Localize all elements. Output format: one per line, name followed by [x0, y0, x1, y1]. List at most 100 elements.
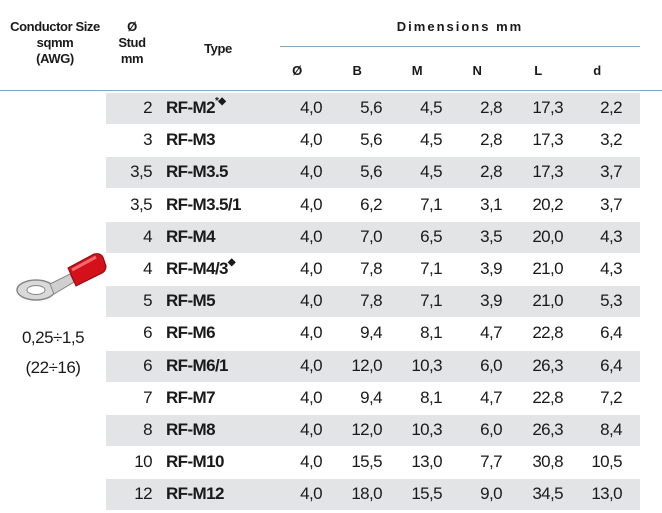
- dim-cell: 4,3: [600, 226, 622, 246]
- dimensions-header: Dimensions mm: [396, 19, 524, 34]
- table-row: 12 RF-M12 4,0 18,0 15,5 9,0 34,5 13,0: [106, 479, 640, 511]
- dim-cell: 4,7: [480, 387, 502, 407]
- dim-cell: 8,1: [420, 323, 442, 343]
- header-line: Ø: [127, 19, 137, 34]
- dim-cell: 7,1: [420, 291, 442, 311]
- dim-cell: 8,1: [420, 387, 442, 407]
- dim-cell: 13,0: [411, 452, 442, 472]
- dim-cell: 3,2: [600, 130, 622, 150]
- dim-cell: 9,0: [480, 484, 502, 504]
- header-line: sqmm: [36, 35, 74, 50]
- header-rule: [280, 46, 640, 47]
- dim-cell: 3,7: [600, 162, 622, 182]
- dim-cell: 4,3: [600, 259, 622, 278]
- dim-cell: 4,5: [420, 130, 442, 150]
- dim-cell: 12,0: [351, 355, 382, 375]
- dim-cell: 4,0: [300, 323, 322, 343]
- type-name: RF-M2: [166, 98, 216, 117]
- type-mark: *◆: [214, 96, 226, 108]
- type-cell: RF-M6: [166, 323, 216, 343]
- dim-cell: 4,0: [300, 452, 322, 472]
- type-cell: RF-M12: [166, 484, 224, 504]
- dim-cell: 3,9: [480, 259, 502, 278]
- range-cell: 0,25÷1,5 (22÷16): [0, 323, 106, 383]
- dim-cell: 13,0: [591, 484, 622, 504]
- type-name: RF-M8: [166, 420, 216, 439]
- dim-cell: 4,0: [300, 226, 322, 246]
- dim-cell: 9,4: [360, 323, 382, 343]
- stud-cell: 4: [143, 226, 152, 246]
- dim-cell: 6,2: [360, 194, 382, 214]
- stud-cell: 3,5: [130, 194, 152, 214]
- dim-cell: 4,0: [300, 355, 322, 375]
- dim-cell: 34,5: [532, 484, 563, 504]
- table-row: 6 RF-M6/1 4,0 12,0 10,3 6,0 26,3 6,4: [106, 350, 640, 382]
- table-row: 3 RF-M3 4,0 5,6 4,5 2,8 17,3 3,2: [106, 125, 640, 156]
- header-line: (AWG): [36, 51, 74, 66]
- type-cell: RF-M10: [166, 452, 224, 472]
- dim-cell: 4,0: [300, 162, 322, 182]
- dim-cell: 6,5: [420, 226, 442, 246]
- dim-cell: 7,0: [360, 226, 382, 246]
- ring-terminal-icon: [16, 253, 107, 301]
- dim-cell: 4,0: [300, 420, 322, 439]
- range-line: 0,25÷1,5: [21, 328, 85, 347]
- stud-cell: 5: [143, 291, 152, 311]
- dim-cell: 17,3: [532, 162, 563, 182]
- dim-cell: 4,5: [420, 162, 442, 182]
- dim-cell: 4,5: [420, 98, 442, 117]
- dim-cell: 10,5: [591, 452, 622, 472]
- type-cell: RF-M4: [166, 226, 216, 247]
- type-name: RF-M4/3: [166, 259, 229, 278]
- dim-header: B: [352, 63, 362, 78]
- dim-cell: 4,0: [300, 484, 322, 504]
- type-cell: RF-M3: [166, 130, 216, 150]
- type-name: RF-M4: [166, 226, 216, 246]
- dim-cell: 20,2: [532, 194, 563, 214]
- type-cell: RF-M6/1: [166, 356, 229, 376]
- stud-cell: 3: [143, 130, 152, 150]
- type-name: RF-M3: [166, 130, 216, 150]
- dim-header: M: [411, 63, 423, 78]
- stud-cell: 6: [143, 355, 152, 375]
- dim-cell: 7,8: [360, 291, 382, 311]
- stud-cell: 10: [134, 452, 152, 472]
- dim-cell: 2,8: [480, 130, 502, 150]
- table-row: 3,5 RF-M3.5 4,0 5,6 4,5 2,8 17,3 3,7: [106, 157, 640, 189]
- type-cell: RF-M2*◆: [166, 96, 226, 118]
- dim-cell: 6,4: [600, 323, 622, 343]
- dim-cell: 3,9: [480, 291, 502, 311]
- type-name: RF-M12: [166, 484, 224, 504]
- dim-cell: 4,0: [300, 194, 322, 214]
- table-row: 5 RF-M5 4,0 7,8 7,1 3,9 21,0 5,3: [106, 286, 640, 318]
- dim-cell: 5,6: [360, 98, 382, 117]
- type-name: RF-M7: [166, 387, 216, 407]
- type-name: RF-M5: [166, 291, 216, 311]
- dim-cell: 30,8: [532, 452, 563, 472]
- dim-cell: 7,1: [420, 194, 442, 214]
- table-row: 7 RF-M7 4,0 9,4 8,1 4,7 22,8 7,2: [106, 383, 640, 414]
- type-cell: RF-M3.5/1: [166, 195, 242, 215]
- dim-cell: 4,7: [480, 323, 502, 343]
- type-name: RF-M10: [166, 452, 224, 472]
- header-line: Conductor Size: [10, 19, 100, 34]
- dim-cell: 4,0: [300, 291, 322, 311]
- dim-cell: 17,3: [532, 130, 563, 150]
- dim-cell: 26,3: [532, 355, 563, 375]
- dim-cell: 6,0: [480, 420, 502, 439]
- stud-cell: 2: [143, 98, 152, 117]
- dim-cell: 4,0: [300, 130, 322, 150]
- header-rule: [0, 90, 662, 91]
- table-row: 2 RF-M2*◆ 4,0 5,6 4,5 2,8 17,3 2,2: [106, 93, 640, 124]
- type-name: RF-M3.5: [166, 162, 229, 182]
- dim-cell: 3,1: [480, 194, 502, 214]
- stud-cell: 3,5: [130, 162, 152, 182]
- dim-cell: 6,4: [600, 355, 622, 375]
- dim-cell: 4,0: [300, 98, 322, 117]
- table-row: 4 RF-M4 4,0 7,0 6,5 3,5 20,0 4,3: [106, 221, 640, 253]
- dim-cell: 7,1: [420, 259, 442, 278]
- dim-cell: 9,4: [360, 387, 382, 407]
- dim-header: N: [472, 63, 482, 78]
- dim-cell: 5,3: [600, 291, 622, 311]
- dim-cell: 5,6: [360, 162, 382, 182]
